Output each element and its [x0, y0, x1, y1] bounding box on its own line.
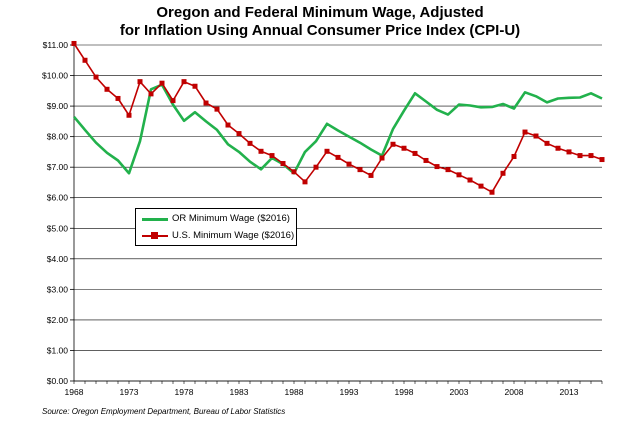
source-note: Source: Oregon Employment Department, Bu… [42, 407, 286, 416]
chart-title-line-1: Oregon and Federal Minimum Wage, Adjuste… [156, 4, 484, 21]
data-point-us [335, 154, 341, 160]
x-tick-label: 1993 [340, 387, 359, 397]
data-point-us [434, 164, 440, 170]
data-point-us [170, 98, 176, 104]
x-tick-label: 1968 [65, 387, 84, 397]
legend-label-us: U.S. Minimum Wage ($2016) [172, 230, 295, 241]
data-point-us [368, 172, 374, 178]
data-point-us [412, 150, 418, 156]
data-point-us [159, 80, 165, 86]
x-tick-label: 2008 [505, 387, 524, 397]
data-point-us [313, 164, 319, 170]
legend: OR Minimum Wage ($2016) U.S. Minimum Wag… [135, 208, 297, 246]
data-point-us [148, 91, 154, 97]
legend-item-or: OR Minimum Wage ($2016) [136, 212, 296, 226]
data-point-us [236, 131, 242, 137]
y-tick-label: $9.00 [47, 101, 69, 111]
x-tick-label: 2003 [450, 387, 469, 397]
data-point-us [269, 153, 275, 159]
data-point-us [280, 161, 286, 167]
data-point-us [181, 79, 187, 85]
x-tick-label: 1988 [285, 387, 304, 397]
y-tick-label: $7.00 [47, 162, 69, 172]
x-tick-label: 2013 [560, 387, 579, 397]
data-point-us [533, 133, 539, 139]
data-point-us [247, 140, 253, 146]
data-point-us [445, 167, 451, 173]
legend-label-or: OR Minimum Wage ($2016) [172, 213, 290, 224]
y-tick-label: $8.00 [47, 132, 69, 142]
x-tick-label: 1978 [175, 387, 194, 397]
data-point-us [302, 179, 308, 185]
data-point-us [566, 149, 572, 155]
chart-title-line-2: for Inflation Using Annual Consumer Pric… [119, 22, 521, 39]
data-point-us [489, 189, 495, 195]
data-point-us [192, 83, 198, 89]
data-point-us [423, 157, 429, 163]
data-point-us [225, 122, 231, 128]
data-point-us [71, 40, 77, 46]
data-point-us [291, 169, 297, 175]
y-tick-label: $1.00 [47, 345, 69, 355]
data-point-us [522, 129, 528, 135]
data-point-us [137, 79, 143, 85]
data-point-us [214, 106, 220, 112]
data-point-us [115, 95, 121, 101]
data-point-us [511, 153, 517, 159]
data-point-us [324, 148, 330, 154]
y-tick-label: $2.00 [47, 315, 69, 325]
data-point-us [93, 74, 99, 80]
data-point-us [577, 153, 583, 159]
data-point-us [544, 140, 550, 146]
data-point-us [599, 157, 605, 163]
data-point-us [258, 148, 264, 154]
data-point-us [555, 145, 561, 151]
y-tick-label: $5.00 [47, 223, 69, 233]
series-line-us [73, 43, 603, 193]
series-line-or [73, 83, 603, 175]
legend-marker-us [151, 232, 158, 239]
y-tick-label: $11.00 [43, 40, 69, 50]
data-point-us [500, 170, 506, 176]
y-tick-label: $3.00 [47, 284, 69, 294]
data-point-us [401, 145, 407, 151]
y-tick-label: $6.00 [47, 193, 69, 203]
x-tick-label: 1983 [230, 387, 249, 397]
y-tick-label: $4.00 [47, 254, 69, 264]
data-point-us [104, 86, 110, 92]
data-point-us [82, 57, 88, 63]
x-tick-label: 1973 [120, 387, 139, 397]
data-point-us [456, 172, 462, 178]
data-point-us [126, 112, 132, 118]
y-tick-label: $0.00 [47, 376, 69, 386]
x-tick-label: 1998 [395, 387, 414, 397]
data-point-us [467, 177, 473, 183]
data-point-us [357, 167, 363, 173]
legend-swatch-or [142, 218, 168, 221]
data-point-us [478, 183, 484, 189]
legend-item-us: U.S. Minimum Wage ($2016) [136, 229, 296, 243]
data-point-us [390, 141, 396, 147]
data-point-us [346, 161, 352, 167]
data-point-us [379, 155, 385, 161]
data-point-us [588, 153, 594, 159]
data-point-us [203, 100, 209, 106]
y-tick-label: $10.00 [42, 71, 68, 81]
